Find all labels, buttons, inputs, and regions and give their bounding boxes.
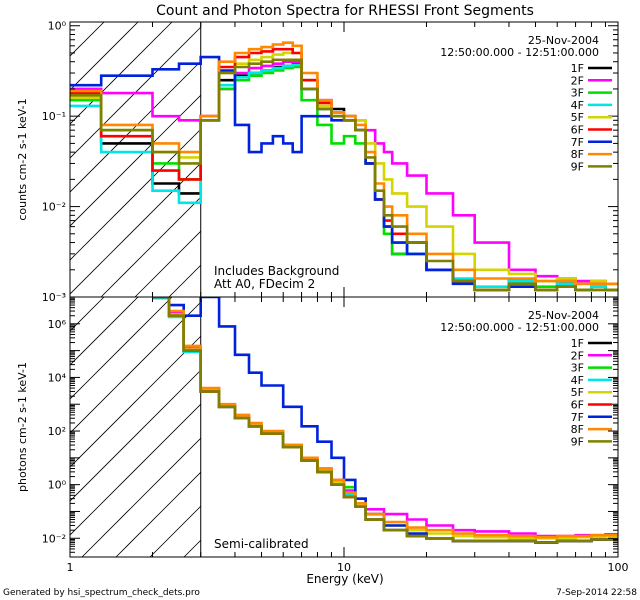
counts-legend-label-2F: 2F	[571, 74, 584, 87]
counts-y-tick--3: 10⁻³	[42, 291, 66, 304]
counts-x-ticks	[69, 22, 619, 297]
photons-y-tick-6: 10⁶	[48, 318, 67, 331]
counts-legend-label-4F: 4F	[571, 99, 584, 112]
photons-legend-label-7F: 7F	[571, 411, 584, 424]
photons-legend-label-2F: 2F	[571, 349, 584, 362]
counts-legend-label-1F: 1F	[571, 62, 584, 75]
counts-series-group	[70, 41, 618, 292]
counts-date: 25-Nov-2004	[528, 34, 599, 47]
photons-legend-label-8F: 8F	[571, 423, 584, 436]
counts-y-tick--2: 10⁻²	[42, 201, 66, 214]
counts-legend-label-8F: 8F	[571, 148, 584, 161]
counts-y-ticks	[70, 25, 618, 298]
photons-y-tick--2: 10⁻²	[42, 532, 66, 545]
photons-y-tick-0: 10⁰	[48, 479, 67, 492]
photons-y-ticks	[70, 296, 618, 558]
x-tick-label-1: 1	[67, 561, 74, 574]
counts-y-tick--1: 10⁻¹	[42, 110, 66, 123]
counts-note-1: Att A0, FDecim 2	[214, 277, 315, 291]
photons-date: 25-Nov-2004	[528, 309, 599, 322]
x-tick-label-10: 10	[337, 561, 351, 574]
counts-hatch-line	[70, 22, 207, 159]
photons-note-0: Semi-calibrated	[214, 537, 309, 551]
photons-legend-label-3F: 3F	[571, 362, 584, 375]
footer-generated: Generated by hsi_spectrum_check_dets.pro	[3, 588, 200, 598]
photons-hatch-line	[70, 297, 241, 468]
counts-legend-label-7F: 7F	[571, 136, 584, 149]
counts-y-tick-0: 10⁰	[48, 20, 67, 33]
photons-hatch-mask	[200, 297, 619, 557]
photons-panel: 1 10 100 10⁻² 10⁰ 10² 10⁴ 10⁶ photons cm-2 s-1 k…	[16, 296, 629, 574]
photons-series-8F	[152, 297, 618, 539]
photons-y-axis-label: photons cm-2 s-1 keV-1	[16, 362, 29, 492]
photons-legend-label-1F: 1F	[571, 337, 584, 350]
counts-legend-label-6F: 6F	[571, 124, 584, 137]
photons-legend-label-9F: 9F	[571, 435, 584, 448]
photons-hatch-line	[70, 297, 207, 434]
photons-legend-label-5F: 5F	[571, 386, 584, 399]
counts-panel: 10⁻³ 10⁻² 10⁻¹ 10⁰ counts cm-2 s-1 keV-1 25-N…	[16, 20, 619, 304]
photons-series-group	[152, 297, 618, 544]
photons-series-9F	[152, 297, 618, 544]
photons-y-tick-4: 10⁴	[48, 371, 67, 384]
counts-y-axis-label: counts cm-2 s-1 keV-1	[16, 98, 29, 220]
photons-hatch-line	[70, 297, 139, 366]
photons-y-tick-2: 10²	[48, 425, 66, 438]
counts-legend-label-9F: 9F	[571, 160, 584, 173]
counts-hatch-line	[70, 22, 173, 125]
photons-legend-label-6F: 6F	[571, 399, 584, 412]
figure-title: Count and Photon Spectra for RHESSI Fron…	[156, 3, 534, 19]
counts-series-9F	[70, 58, 618, 292]
counts-note-0: Includes Background	[214, 264, 339, 278]
counts-legend-label-3F: 3F	[571, 87, 584, 100]
counts-hatch-line	[70, 22, 139, 91]
counts-legend-label-5F: 5F	[571, 111, 584, 124]
photons-hatch-line	[70, 297, 173, 400]
counts-hatch-line	[70, 22, 241, 193]
x-tick-label-100: 100	[608, 561, 629, 574]
counts-hatch-mask	[200, 22, 619, 297]
counts-time-range: 12:50:00.000 - 12:51:00.000	[440, 46, 599, 59]
x-axis-label: Energy (keV)	[306, 572, 383, 586]
photons-legend-label-4F: 4F	[571, 374, 584, 387]
footer-timestamp: 7-Sep-2014 22:58	[556, 588, 637, 598]
photons-time-range: 12:50:00.000 - 12:51:00.000	[440, 321, 599, 334]
